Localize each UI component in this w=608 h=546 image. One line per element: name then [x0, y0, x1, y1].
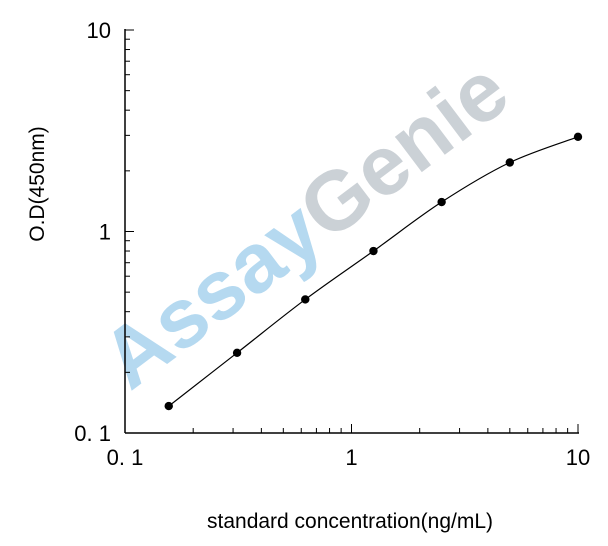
- axes: 0. 1 1 10 0. 1 1 10: [74, 18, 590, 470]
- x-tick-label: 10: [566, 445, 590, 470]
- y-axis-label: O.D(450nm): [26, 126, 49, 242]
- watermark: AssayGenie: [84, 42, 525, 407]
- data-point: [437, 197, 446, 207]
- watermark-part2: Genie: [282, 42, 525, 258]
- data-point: [573, 132, 583, 142]
- data-point: [301, 295, 310, 304]
- x-tick-label: 1: [345, 445, 357, 470]
- x-axis-label: standard concentration(ng/mL): [207, 510, 493, 533]
- data-point: [232, 348, 242, 358]
- y-tick-label: 0. 1: [74, 421, 111, 446]
- x-tick-label: 0. 1: [107, 445, 144, 470]
- data-point: [164, 401, 173, 411]
- data-point: [505, 158, 515, 167]
- y-tick-label: 10: [87, 18, 111, 43]
- y-tick-label: 1: [99, 220, 111, 245]
- svg-text:AssayGenie: AssayGenie: [84, 42, 525, 407]
- data-markers: [164, 132, 583, 411]
- data-point: [369, 246, 378, 256]
